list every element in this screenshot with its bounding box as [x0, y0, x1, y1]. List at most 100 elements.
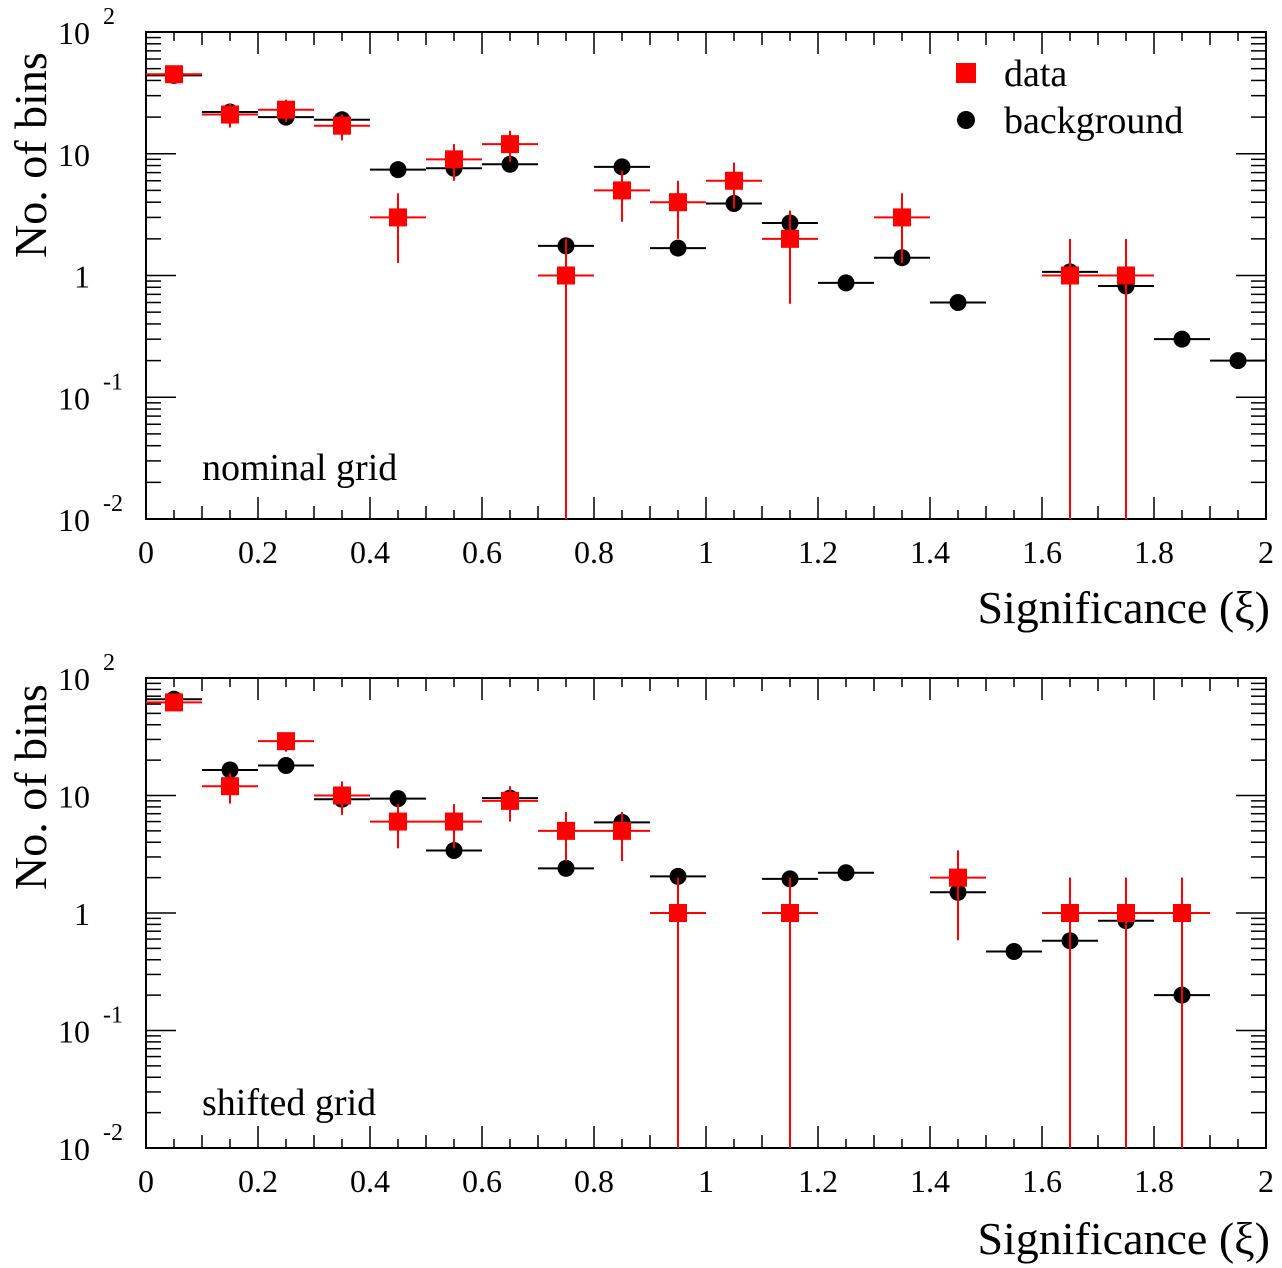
- background-point: [221, 761, 239, 779]
- x-tick-label: 1.6: [1022, 1163, 1062, 1199]
- x-tick-label: 0: [138, 1163, 154, 1199]
- data-point: [1117, 904, 1135, 922]
- data-point: [557, 266, 575, 285]
- x-tick-label: 1.8: [1134, 534, 1174, 570]
- x-axis-title: Significance (ξ): [977, 1213, 1270, 1264]
- x-tick-label: 0.4: [350, 1163, 390, 1199]
- y-tick-label-base: 1: [74, 259, 90, 295]
- y-tick-label-base: 10: [58, 15, 90, 51]
- data-point: [277, 732, 295, 751]
- x-tick-label: 1.6: [1022, 534, 1062, 570]
- x-tick-label: 2: [1258, 534, 1274, 570]
- data-point: [557, 821, 575, 840]
- y-axis-title: No. of bins: [5, 52, 56, 258]
- x-tick-label: 1.8: [1134, 1163, 1174, 1199]
- x-tick-label: 0: [138, 534, 154, 570]
- x-tick-label: 0.6: [462, 1163, 502, 1199]
- x-tick-label: 1: [698, 534, 714, 570]
- background-point: [1173, 330, 1191, 348]
- x-tick-label: 2: [1258, 1163, 1274, 1199]
- data-point: [669, 193, 687, 212]
- data-point: [501, 791, 519, 810]
- panel-annotation: nominal grid: [202, 447, 397, 489]
- x-axis-title: Significance (ξ): [977, 582, 1270, 633]
- x-tick-labels: 0 0.2 0.4 0.6 0.8 1 1.2 1.4 1.6 1.8 2: [138, 1163, 1274, 1199]
- y-tick-label-base: 1: [74, 896, 90, 932]
- y-tick-label-base: 10: [58, 1014, 90, 1050]
- data-point: [445, 150, 463, 169]
- data-point: [613, 181, 631, 200]
- background-point: [501, 155, 519, 173]
- background-point: [669, 867, 687, 885]
- data-marks: [146, 65, 1266, 519]
- y-tick-label-exponent: 2: [103, 4, 115, 30]
- data-point: [725, 171, 743, 190]
- background-point: [557, 859, 575, 877]
- x-tick-label: 0.8: [574, 534, 614, 570]
- data-point: [277, 100, 295, 119]
- background-point: [949, 294, 967, 312]
- y-tick-label-base: 10: [58, 1131, 90, 1167]
- background-point: [837, 864, 855, 882]
- background-point: [837, 274, 855, 292]
- chart-panel-shifted: 0 0.2 0.4 0.6 0.8 1 1.2 1.4 1.6 1.8 2 10 -210 -11101…: [5, 650, 1274, 1264]
- y-tick-labels: 10 -2 10 -1 1 10 10 2: [58, 4, 123, 538]
- data-point: [1061, 266, 1079, 285]
- background-point: [389, 790, 407, 808]
- y-tick-labels: 10 -2 10 -1 1 10 10 2: [58, 650, 123, 1167]
- legend-background-label: background: [1004, 100, 1183, 142]
- axis-ticks: [145, 678, 1267, 1149]
- y-tick-label-base: 10: [58, 380, 90, 416]
- y-tick-label-base: 10: [58, 137, 90, 173]
- data-point: [1117, 266, 1135, 285]
- y-tick-label-exponent: 2: [103, 650, 115, 676]
- background-point: [613, 158, 631, 176]
- background-point: [669, 239, 687, 257]
- data-point: [669, 904, 687, 922]
- x-tick-label: 1: [698, 1163, 714, 1199]
- data-point: [221, 105, 239, 124]
- chart-panel-nominal: 0 0.2 0.4 0.6 0.8 1 1.2 1.4 1.6 1.8 2 10 -210 -11101…: [5, 4, 1274, 633]
- data-point: [781, 904, 799, 922]
- y-tick-label-base: 10: [58, 502, 90, 538]
- x-tick-label: 1.2: [798, 534, 838, 570]
- y-tick-label-exponent: -1: [103, 1003, 123, 1029]
- data-point: [1061, 904, 1079, 922]
- data-point: [165, 65, 183, 84]
- y-tick-label-base: 10: [58, 779, 90, 815]
- data-point: [501, 135, 519, 154]
- x-tick-label: 0.4: [350, 534, 390, 570]
- y-tick-label-exponent: -2: [103, 1120, 123, 1146]
- data-point: [333, 116, 351, 135]
- background-point: [1005, 943, 1023, 961]
- data-point: [389, 208, 407, 227]
- legend-background-marker: [957, 111, 975, 129]
- x-tick-label: 0.2: [238, 534, 278, 570]
- data-point: [445, 812, 463, 831]
- x-tick-label: 1.2: [798, 1163, 838, 1199]
- x-tick-labels: 0 0.2 0.4 0.6 0.8 1 1.2 1.4 1.6 1.8 2: [138, 534, 1274, 570]
- data-point: [613, 821, 631, 840]
- axis-ticks: [145, 32, 1267, 520]
- data-point: [165, 693, 183, 712]
- y-axis-title: No. of bins: [5, 684, 56, 890]
- y-tick-label-exponent: -2: [103, 491, 123, 517]
- data-marks: [146, 690, 1210, 1148]
- data-point: [333, 786, 351, 805]
- legend-data-label: data: [1004, 53, 1067, 95]
- background-point: [445, 842, 463, 860]
- background-point: [1229, 352, 1247, 370]
- background-point: [389, 161, 407, 179]
- data-point: [893, 208, 911, 227]
- panel-annotation: shifted grid: [202, 1082, 376, 1124]
- data-point: [949, 868, 967, 887]
- data-point: [389, 812, 407, 831]
- x-tick-label: 1.4: [910, 1163, 950, 1199]
- x-tick-label: 0.8: [574, 1163, 614, 1199]
- x-tick-label: 0.6: [462, 534, 502, 570]
- y-tick-label-exponent: -1: [103, 369, 123, 395]
- data-point: [221, 777, 239, 796]
- x-tick-label: 1.4: [910, 534, 950, 570]
- y-tick-label-base: 10: [58, 661, 90, 697]
